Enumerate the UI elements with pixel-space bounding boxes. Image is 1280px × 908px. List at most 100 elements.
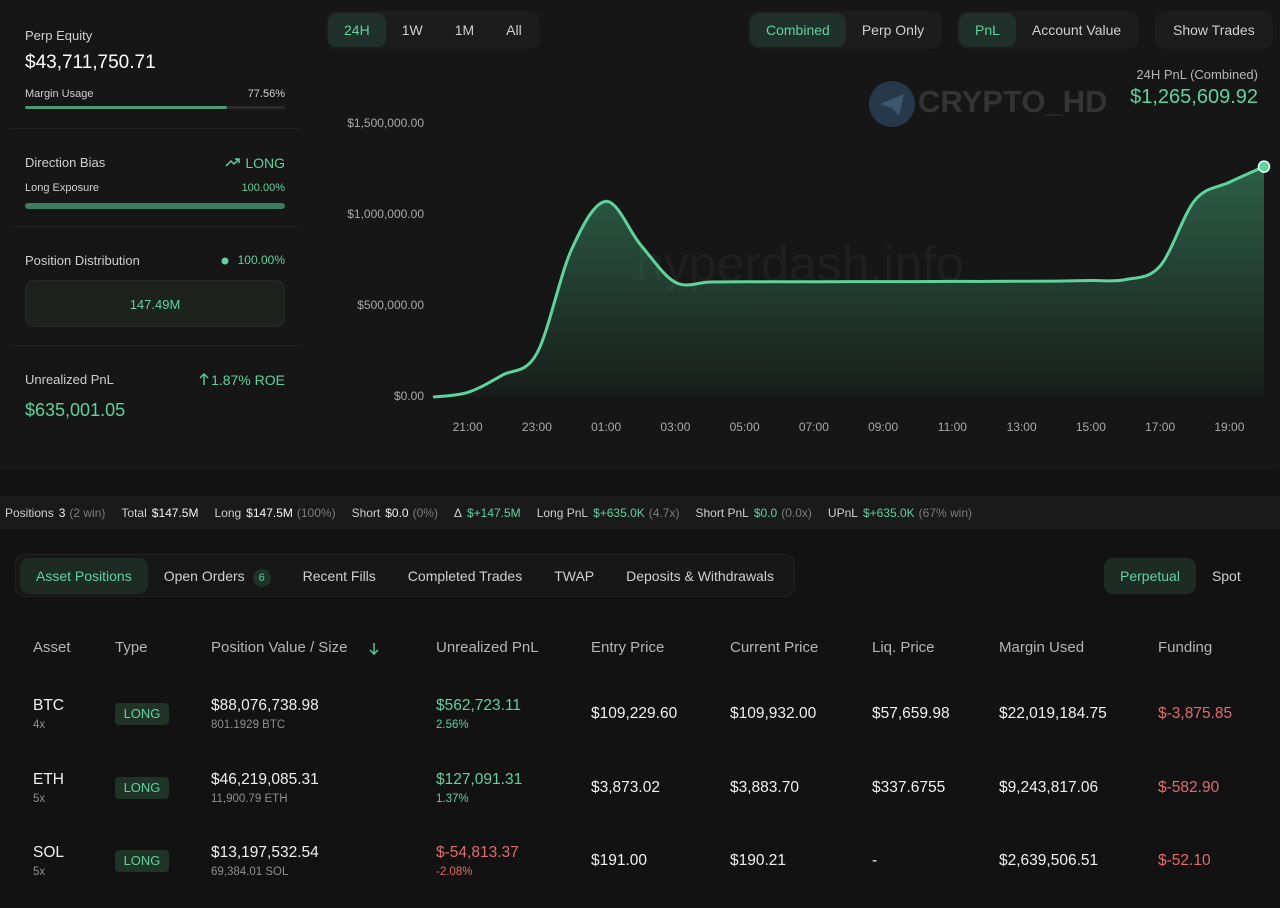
- tab[interactable]: Deposits & Withdrawals: [610, 558, 790, 594]
- position-value: $88,076,738.98: [211, 697, 319, 714]
- tab-label: Completed Trades: [407, 567, 523, 584]
- column-header[interactable]: Liq. Price: [872, 639, 935, 656]
- label: Perp Equity: [25, 28, 93, 43]
- margin-usage: 77.56%: [247, 88, 285, 100]
- show-trades-button[interactable]: Show Trades: [1173, 22, 1255, 38]
- column-header[interactable]: Type: [115, 639, 148, 656]
- margin-used: $22,019,184.75: [999, 705, 1107, 722]
- stat-note: (67% win): [918, 505, 973, 520]
- divider: [10, 128, 300, 129]
- column-header[interactable]: Unrealized PnL: [436, 639, 539, 656]
- divider: [10, 345, 300, 346]
- chart-label: 24H PnL (Combined): [1136, 67, 1258, 82]
- stat-label: Short PnL: [695, 505, 749, 520]
- y-tick-label: $1,500,000.00: [347, 116, 424, 130]
- funding: $-582.90: [1158, 778, 1220, 796]
- metric-selector: PnL Account Value: [957, 11, 1140, 49]
- tab-label: Deposits & Withdrawals: [626, 567, 774, 584]
- column-header[interactable]: Asset: [33, 639, 71, 656]
- tab-label: TWAP: [554, 567, 595, 584]
- stats-bar: Positions 3 (2 win) Total $147.5M Long $147.5M…: [0, 496, 1280, 529]
- position-distribution-pct: 100.00%: [237, 253, 285, 267]
- tab[interactable]: Recent Fills: [287, 558, 392, 594]
- range-selector: 24H 1W 1M All: [326, 11, 540, 49]
- stat: Short PnL $0.0 (0.0x): [695, 506, 811, 520]
- stat-value: $147.5M: [246, 505, 293, 520]
- pnl-line: [432, 165, 1265, 399]
- x-tick-label: 19:00: [1214, 420, 1244, 434]
- stat-value: $0.0: [753, 505, 778, 520]
- unrealized-pnl-pct: 1.37%: [436, 792, 469, 805]
- sort-icon: [369, 643, 379, 655]
- stat-note: (4.7x): [648, 505, 680, 520]
- entry-price: $191.00: [591, 852, 648, 870]
- column-header[interactable]: Entry Price: [591, 639, 665, 656]
- stat-value: $+635.0K: [862, 505, 915, 520]
- toggle-button[interactable]: Combined: [750, 13, 846, 47]
- x-tick-label: 05:00: [730, 420, 760, 434]
- current-price: $190.21: [730, 852, 787, 870]
- market-tab-bar: Perpetual Spot: [1100, 554, 1261, 597]
- dot-icon: [221, 257, 229, 265]
- toggle-button[interactable]: 24H: [328, 13, 386, 47]
- y-tick-label: $1,000,000.00: [347, 207, 424, 221]
- stat-note: (2 win): [69, 505, 106, 520]
- long-exposure: 100.00%: [241, 182, 285, 194]
- toggle-button[interactable]: 1W: [401, 22, 423, 38]
- label: Margin Usage: [25, 88, 94, 100]
- label: Unrealized PnL: [25, 372, 114, 387]
- progress-fill: [25, 106, 227, 109]
- column-header[interactable]: Current Price: [730, 639, 819, 656]
- tab[interactable]: Asset Positions: [20, 557, 148, 594]
- toggle-button[interactable]: Account Value: [1031, 22, 1122, 38]
- stat-label: Long: [214, 505, 242, 520]
- label: Direction Bias: [25, 155, 106, 170]
- x-tick-label: 13:00: [1007, 420, 1037, 434]
- market-tab[interactable]: Perpetual: [1104, 557, 1196, 594]
- margin-used: $2,639,506.51: [999, 852, 1099, 870]
- tab[interactable]: TWAP: [538, 558, 610, 594]
- tab-label: Recent Fills: [302, 567, 376, 584]
- stat-label: Long PnL: [536, 505, 589, 520]
- x-tick-label: 23:00: [522, 420, 552, 434]
- column-header[interactable]: Funding: [1158, 639, 1213, 656]
- tab-badge: 6: [252, 568, 271, 587]
- stat-label: Positions: [5, 505, 54, 520]
- asset: ETH: [33, 770, 64, 788]
- tab-label: Open Orders: [163, 567, 245, 584]
- stat: Δ $+147.5M: [454, 506, 521, 520]
- toggle-button[interactable]: PnL: [959, 13, 1016, 47]
- label: Long Exposure: [25, 182, 99, 194]
- x-tick-label: 15:00: [1076, 420, 1106, 434]
- unrealized-pnl-pct: 2.56%: [436, 719, 469, 731]
- mode-selector: Combined Perp Only: [748, 11, 943, 49]
- stat-label: Short: [351, 505, 381, 520]
- toggle-button[interactable]: All: [506, 22, 522, 38]
- stat-label: Δ: [453, 505, 462, 520]
- position-size: 801.1929 BTC: [211, 719, 286, 731]
- stat-value: $0.0: [385, 505, 409, 520]
- type-badge: LONG: [115, 703, 169, 725]
- tab[interactable]: Open Orders 6: [148, 558, 287, 594]
- current-price: $3,883.70: [730, 778, 799, 796]
- toggle-button[interactable]: 1M: [454, 22, 475, 38]
- direction-bias: LONG: [245, 155, 285, 171]
- end-point: [1257, 160, 1271, 173]
- pnl-chart: CRYPTO_HD hyperdash.info $0.00$500,000.0…: [347, 81, 1271, 434]
- stat-note: (0%): [412, 505, 438, 520]
- toggle-button[interactable]: Perp Only: [861, 22, 925, 38]
- column-header[interactable]: Position Value / Size: [211, 639, 348, 656]
- tab[interactable]: Completed Trades: [392, 558, 538, 594]
- progress-bar: [25, 203, 285, 209]
- asset: SOL: [33, 844, 65, 862]
- x-tick-label: 09:00: [868, 420, 898, 434]
- x-tick-label: 21:00: [453, 420, 483, 434]
- stat-value: 3: [58, 505, 66, 520]
- label: Position Distribution: [25, 253, 140, 268]
- funding: $-52.10: [1158, 852, 1211, 870]
- column-header[interactable]: Margin Used: [999, 639, 1085, 656]
- x-tick-label: 01:00: [591, 420, 621, 434]
- stat-note: (100%): [296, 505, 336, 520]
- market-tab[interactable]: Spot: [1211, 567, 1241, 584]
- progress-bar: [25, 106, 285, 109]
